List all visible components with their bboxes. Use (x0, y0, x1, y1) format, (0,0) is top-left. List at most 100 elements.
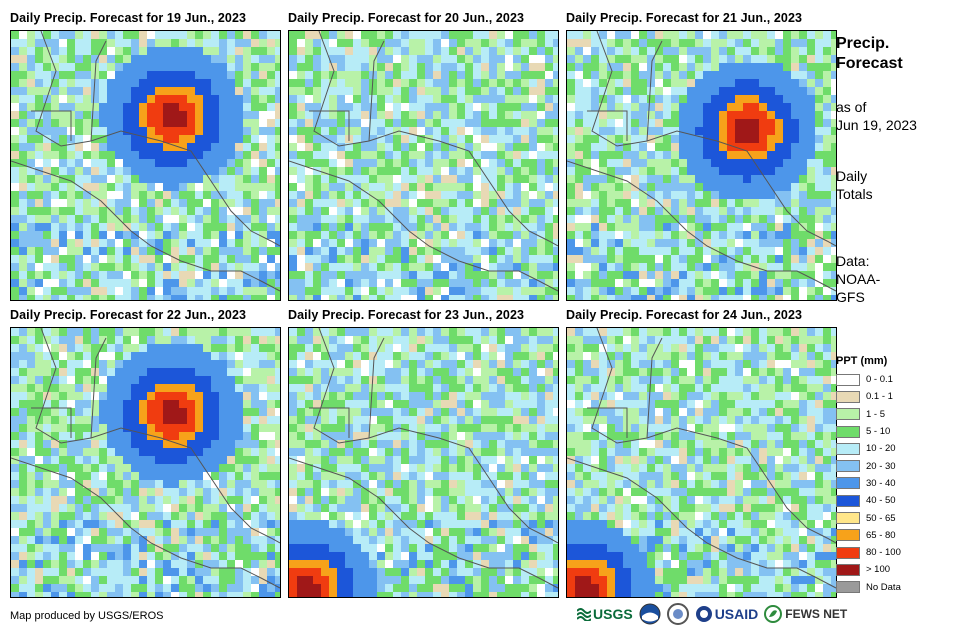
precip-cell (155, 504, 163, 512)
precip-cell (401, 143, 409, 151)
precip-cell (203, 207, 211, 215)
precip-cell (465, 159, 473, 167)
precip-cell (211, 55, 219, 63)
precip-cell (275, 39, 280, 47)
precip-cell (99, 95, 107, 103)
precip-cell (567, 167, 575, 175)
precip-cell (297, 151, 305, 159)
precip-cell (259, 159, 267, 167)
precip-cell (591, 135, 599, 143)
precip-cell (567, 263, 575, 271)
precip-cell (417, 408, 425, 416)
precip-cell (345, 79, 353, 87)
precip-cell (171, 496, 179, 504)
precip-cell (377, 135, 385, 143)
precip-cell (505, 55, 513, 63)
country-borders (567, 31, 836, 292)
precip-cell (663, 127, 671, 135)
precip-cell (831, 87, 836, 95)
precip-cell (51, 151, 59, 159)
precip-cell (19, 199, 27, 207)
precip-cell (187, 247, 195, 255)
precip-cell (489, 344, 497, 352)
precip-cell (243, 231, 251, 239)
precip-cell (639, 223, 647, 231)
precip-cell (441, 63, 449, 71)
precip-cell (537, 287, 545, 295)
precip-cell (791, 159, 799, 167)
precip-cell (799, 263, 807, 271)
precip-cell (267, 71, 275, 79)
precip-cell (179, 183, 187, 191)
precip-cell (679, 295, 687, 300)
precip-cell (687, 207, 695, 215)
precip-cell (305, 111, 313, 119)
precip-cell (99, 472, 107, 480)
precip-cell (337, 392, 345, 400)
precip-cell (679, 103, 687, 111)
precip-cell (385, 384, 393, 392)
precip-cell (297, 344, 305, 352)
precip-cell (59, 39, 67, 47)
precip-cell (203, 55, 211, 63)
precip-cell (195, 392, 203, 400)
precip-cell (171, 368, 179, 376)
precip-cell (27, 328, 35, 336)
precip-cell (823, 191, 831, 199)
precip-cell (433, 215, 441, 223)
precip-cell (823, 279, 831, 287)
precip-cell (275, 552, 280, 560)
precip-cell (489, 199, 497, 207)
precip-cell (815, 95, 823, 103)
precip-cell (163, 119, 171, 127)
precip-cell (203, 215, 211, 223)
precip-cell (735, 127, 743, 135)
precip-cell (163, 47, 171, 55)
precip-cell (131, 488, 139, 496)
precip-cell (647, 207, 655, 215)
precip-cell (417, 151, 425, 159)
precip-cell (465, 368, 473, 376)
precip-cell (163, 223, 171, 231)
precip-cell (703, 215, 711, 223)
precip-cell (481, 191, 489, 199)
precip-cell (791, 223, 799, 231)
precip-cell (259, 336, 267, 344)
precip-cell (123, 215, 131, 223)
precip-cell (591, 207, 599, 215)
precip-cell (361, 328, 369, 336)
precip-cell (743, 175, 751, 183)
precip-cell (521, 392, 529, 400)
precip-cell (259, 111, 267, 119)
precip-cell (775, 127, 783, 135)
precip-cell (521, 135, 529, 143)
precip-cell (417, 79, 425, 87)
precip-cell (27, 480, 35, 488)
precip-cell (655, 215, 663, 223)
precip-cell (107, 79, 115, 87)
precip-cell (235, 552, 243, 560)
precip-cell (235, 384, 243, 392)
precip-cell (553, 271, 558, 279)
precip-cell (783, 95, 791, 103)
precip-cell (321, 71, 329, 79)
precip-cell (83, 95, 91, 103)
precip-cell (759, 79, 767, 87)
precip-cell (361, 287, 369, 295)
precip-cell (179, 384, 187, 392)
precip-cell (219, 263, 227, 271)
precip-cell (155, 592, 163, 597)
precip-cell (353, 191, 361, 199)
precip-cell (155, 47, 163, 55)
precip-cell (321, 167, 329, 175)
precip-cell (815, 159, 823, 167)
precip-cell (513, 159, 521, 167)
precip-cell (385, 191, 393, 199)
precip-cell (35, 488, 43, 496)
precip-cell (235, 472, 243, 480)
precip-cell (267, 199, 275, 207)
precip-cell (187, 31, 195, 39)
precip-cell (481, 231, 489, 239)
precip-cell (187, 111, 195, 119)
precip-cell (481, 31, 489, 39)
